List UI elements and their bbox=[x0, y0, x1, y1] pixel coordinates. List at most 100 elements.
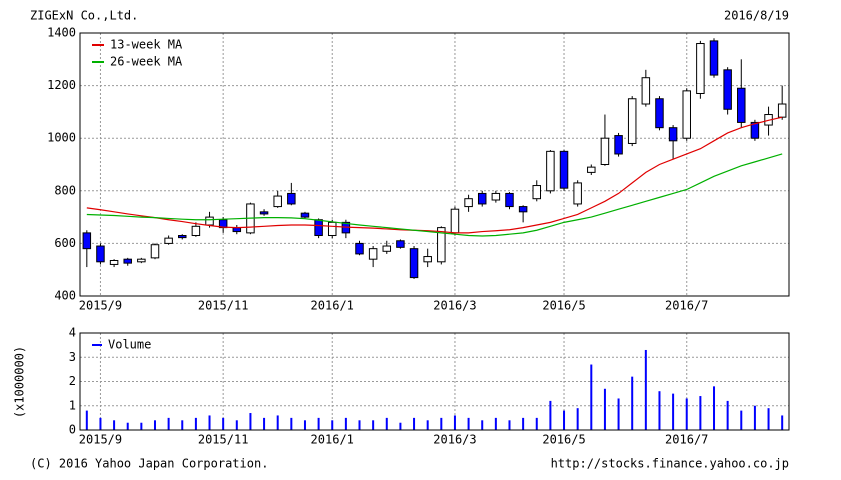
volume-bar bbox=[153, 420, 156, 430]
volume-bar bbox=[713, 386, 716, 430]
y-tick-label: 1400 bbox=[47, 26, 76, 40]
volume-bar bbox=[276, 415, 279, 430]
x-tick-label: 2016/5 bbox=[542, 299, 585, 313]
ma-line bbox=[86, 116, 783, 234]
candle-body bbox=[518, 206, 528, 213]
x-tick-label: 2016/7 bbox=[665, 433, 708, 447]
source: http://stocks.finance.yahoo.co.jp bbox=[551, 457, 789, 471]
x-tick-label: 2016/3 bbox=[433, 433, 476, 447]
candle-body bbox=[573, 182, 582, 205]
volume-bar bbox=[767, 408, 770, 430]
volume-bar bbox=[631, 376, 634, 430]
volume-bar bbox=[685, 398, 688, 430]
volume-bar bbox=[563, 410, 566, 430]
candle-body bbox=[668, 127, 678, 142]
x-tick-label: 2016/1 bbox=[311, 433, 354, 447]
candle-body bbox=[532, 185, 542, 200]
volume-bar bbox=[522, 417, 525, 430]
candle-body bbox=[355, 242, 364, 255]
candle-body bbox=[178, 235, 187, 239]
candle-body bbox=[137, 258, 146, 263]
y-tick-label: 400 bbox=[54, 289, 76, 303]
volume-bar bbox=[426, 420, 429, 430]
candle-body bbox=[423, 256, 432, 263]
volume-bar bbox=[222, 417, 225, 430]
volume-bar bbox=[658, 391, 661, 430]
volume-bar bbox=[317, 417, 320, 430]
y-tick-label: 4 bbox=[69, 326, 76, 340]
volume-bar bbox=[603, 388, 606, 430]
volume-bar bbox=[576, 408, 579, 430]
volume-bar bbox=[535, 417, 538, 430]
candle-body bbox=[82, 232, 92, 250]
volume-bar bbox=[167, 417, 170, 430]
candle-body bbox=[191, 225, 201, 237]
volume-bar bbox=[494, 417, 497, 430]
volume-bar bbox=[344, 417, 347, 430]
ma-line bbox=[86, 153, 783, 237]
volume-bar bbox=[358, 420, 361, 430]
candle-body bbox=[109, 259, 119, 265]
candle-body bbox=[627, 98, 637, 144]
x-tick-label: 2015/11 bbox=[198, 433, 249, 447]
volume-bar bbox=[385, 417, 388, 430]
candle-body bbox=[164, 237, 173, 244]
candle-body bbox=[123, 258, 132, 264]
candle-body bbox=[450, 208, 460, 234]
volume-bar bbox=[699, 396, 702, 430]
volume-bar bbox=[726, 400, 729, 430]
volume-bar bbox=[781, 415, 784, 430]
candle-body bbox=[655, 98, 664, 129]
volume-bar bbox=[235, 420, 238, 430]
candle-body bbox=[259, 211, 269, 215]
candle-body bbox=[477, 192, 487, 205]
plot-frame bbox=[79, 32, 790, 297]
volume-bar bbox=[753, 405, 756, 430]
candle-body bbox=[382, 245, 392, 252]
volume-bar bbox=[508, 420, 511, 430]
candle-body bbox=[546, 150, 555, 192]
volume-bar bbox=[413, 417, 416, 430]
volume-bar bbox=[85, 410, 88, 430]
candle-body bbox=[614, 135, 623, 155]
candle-body bbox=[300, 212, 310, 218]
y-tick-label: 1000 bbox=[47, 131, 76, 145]
candle-body bbox=[327, 221, 337, 237]
volume-bar bbox=[99, 417, 102, 430]
candle-body bbox=[709, 40, 719, 76]
y-axis-label: (x1000000) bbox=[13, 346, 27, 418]
chart-date: 2016/8/19 bbox=[724, 9, 789, 23]
volume-bar bbox=[399, 422, 402, 430]
y-tick-label: 800 bbox=[54, 183, 76, 197]
candle-body bbox=[505, 192, 514, 208]
volume-bar bbox=[331, 420, 334, 430]
volume-bar bbox=[481, 420, 484, 430]
volume-bar bbox=[372, 420, 375, 430]
x-tick-label: 2015/9 bbox=[79, 433, 122, 447]
x-tick-label: 2015/11 bbox=[198, 299, 249, 313]
volume-bar bbox=[194, 417, 197, 430]
candle-body bbox=[737, 87, 746, 123]
candle-body bbox=[205, 216, 214, 226]
candle-body bbox=[600, 137, 610, 165]
volume-bar bbox=[672, 393, 675, 430]
legend-label: 13-week MA bbox=[110, 38, 183, 52]
x-tick-label: 2015/9 bbox=[79, 299, 122, 313]
y-tick-label: 3 bbox=[69, 350, 76, 364]
candle-body bbox=[409, 248, 419, 279]
volume-bar bbox=[126, 422, 129, 430]
y-tick-label: 2 bbox=[69, 374, 76, 388]
candle-body bbox=[437, 227, 446, 263]
volume-bar bbox=[617, 398, 620, 430]
candle-body bbox=[559, 150, 569, 189]
x-tick-label: 2016/5 bbox=[542, 433, 585, 447]
x-tick-label: 2016/1 bbox=[311, 299, 354, 313]
candle-body bbox=[682, 90, 691, 139]
y-tick-label: 1 bbox=[69, 398, 76, 412]
volume-bar bbox=[303, 420, 306, 430]
copyright: (C) 2016 Yahoo Japan Corporation. bbox=[30, 457, 268, 471]
chart-title: ZIGExN Co.,Ltd. bbox=[30, 9, 138, 23]
y-tick-label: 600 bbox=[54, 236, 76, 250]
candle-body bbox=[491, 192, 501, 201]
